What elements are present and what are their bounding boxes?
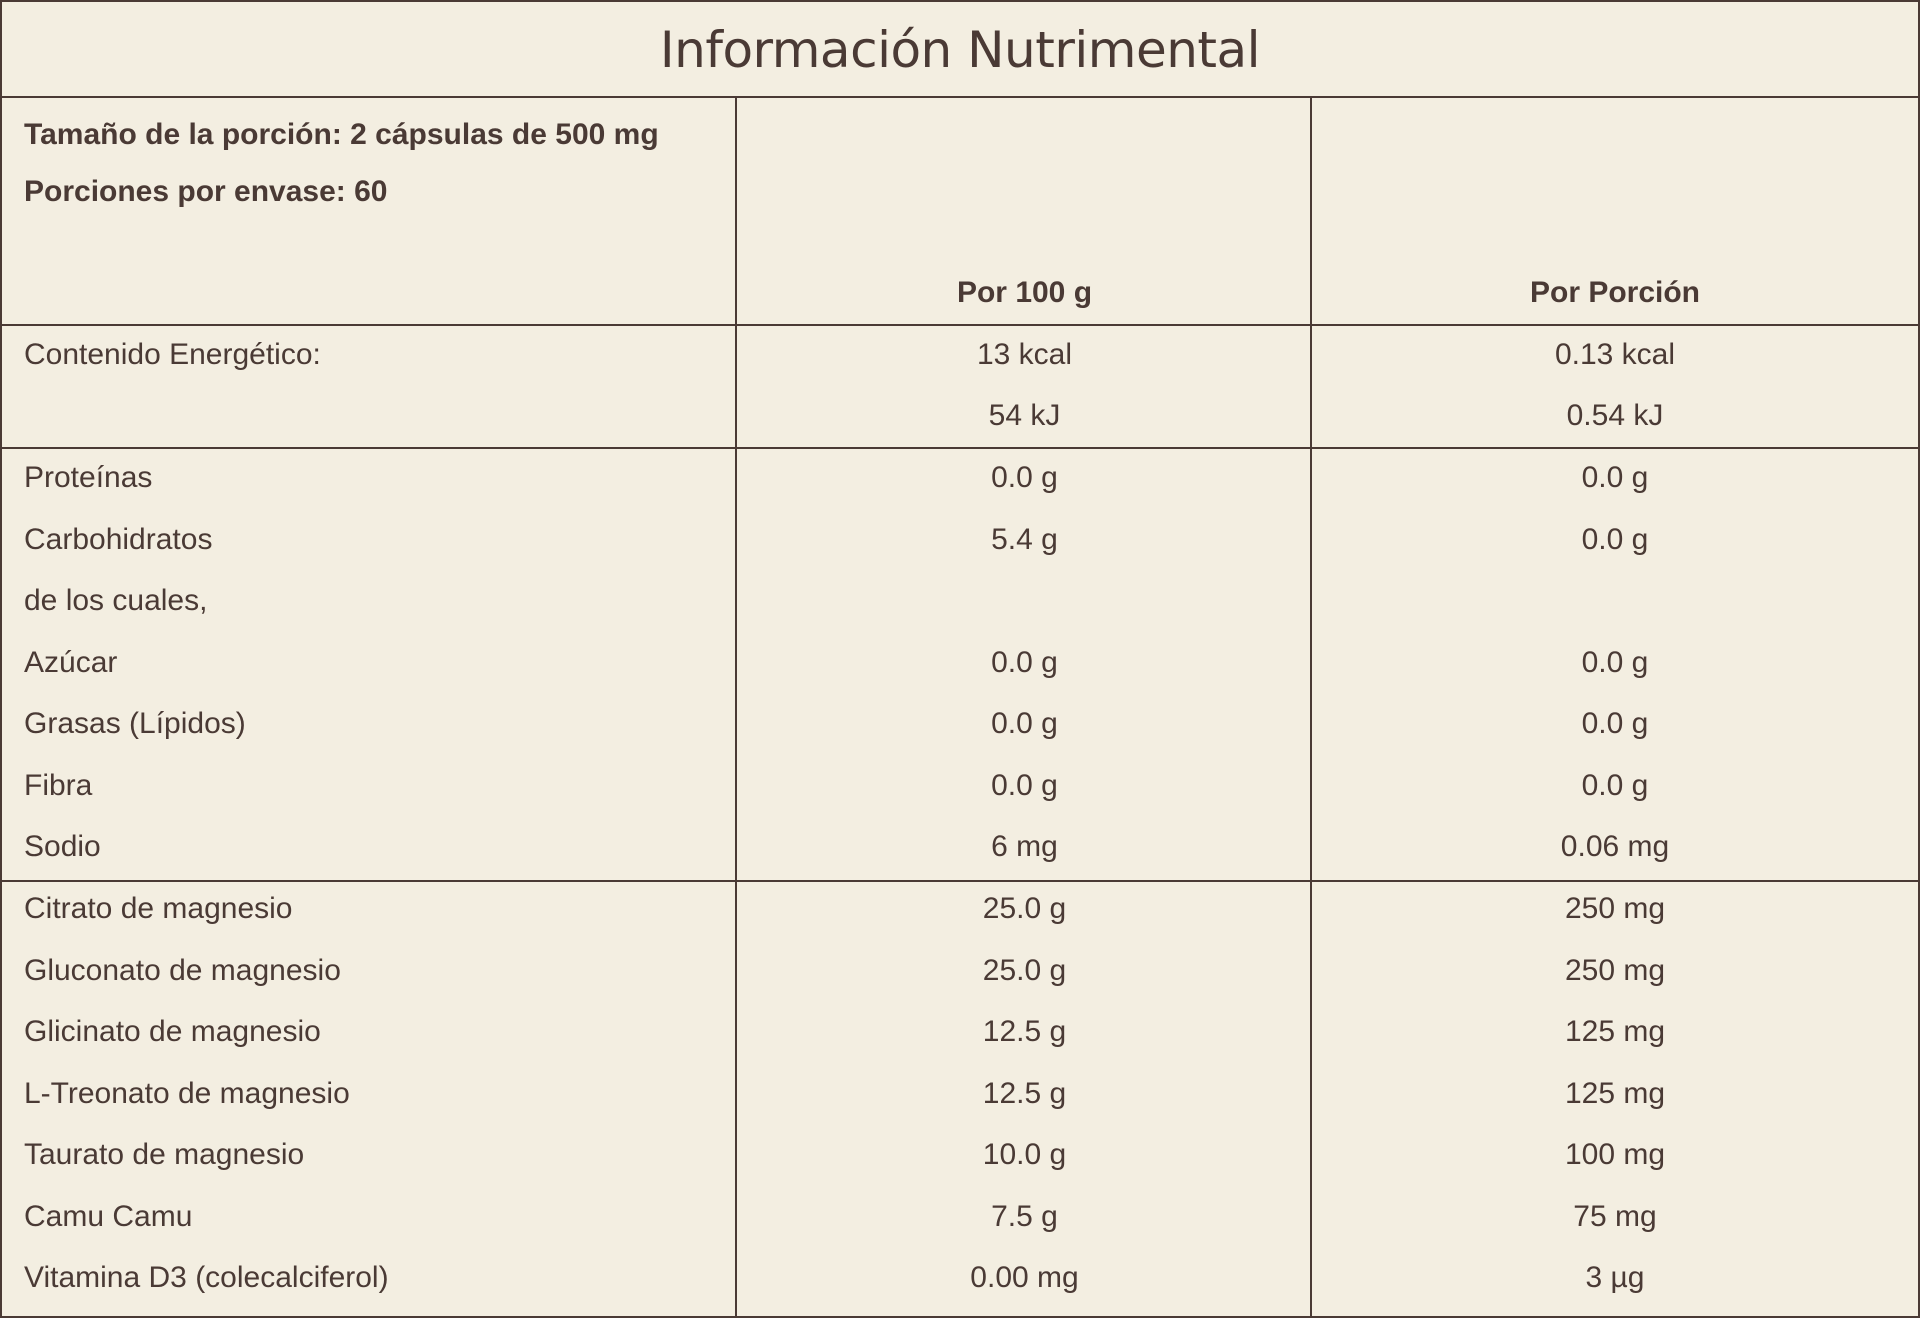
macros-divider — [2, 880, 1918, 882]
macro-row-per-serving: 0.0 g — [1581, 461, 1649, 494]
macro-row-per-100g: 0.0 g — [991, 461, 1058, 494]
title-divider — [2, 96, 1918, 98]
macro-row-label: Sodio — [24, 830, 101, 863]
servings-per-container: Porciones por envase: 60 — [24, 175, 388, 208]
macro-row-label: Carbohidratos — [24, 523, 213, 556]
macro-row-per-serving: 0.0 g — [1581, 523, 1649, 556]
ingredient-row-label: Vitamina D3 (colecalciferol) — [24, 1261, 389, 1294]
ingredient-row-per-serving: 250 mg — [1564, 892, 1666, 925]
column-header-per-serving: Por Porción — [1529, 276, 1701, 309]
macro-row-per-100g: 0.0 g — [991, 646, 1058, 679]
ingredient-row-label: L-Treonato de magnesio — [24, 1077, 350, 1110]
ingredient-row-per-serving: 3 µg — [1585, 1261, 1645, 1294]
ingredient-row-label: Taurato de magnesio — [24, 1138, 305, 1171]
ingredient-row-label: Gluconato de magnesio — [24, 954, 341, 987]
header-divider — [2, 324, 1918, 326]
ingredient-row-per-100g: 25.0 g — [982, 892, 1067, 925]
ingredient-row-per-100g: 12.5 g — [982, 1077, 1067, 1110]
ingredient-row-per-serving: 100 mg — [1564, 1138, 1666, 1171]
ingredient-row-per-serving: 125 mg — [1564, 1077, 1666, 1110]
macro-row-label: Fibra — [24, 769, 93, 802]
ingredient-row-per-serving: 250 mg — [1564, 954, 1666, 987]
energy-kj-per-serving: 0.54 kJ — [1566, 399, 1664, 432]
ingredient-row-per-100g: 25.0 g — [982, 954, 1067, 987]
energy-label: Contenido Energético: — [24, 338, 321, 371]
macro-row-label: Grasas (Lípidos) — [24, 707, 246, 740]
ingredient-row-per-serving: 75 mg — [1573, 1200, 1657, 1233]
ingredient-row-label: Glicinato de magnesio — [24, 1015, 321, 1048]
panel-title: Información Nutrimental — [659, 20, 1261, 79]
macro-row-per-serving: 0.0 g — [1581, 769, 1649, 802]
ingredient-row-label: Citrato de magnesio — [24, 892, 293, 925]
energy-kcal-per-100g: 13 kcal — [976, 338, 1073, 371]
column-header-per-100g: Por 100 g — [956, 276, 1093, 309]
macro-row-per-100g: 0.0 g — [991, 707, 1058, 740]
column-divider-2 — [1310, 97, 1312, 1318]
ingredient-row-label: Camu Camu — [24, 1200, 193, 1233]
macro-row-per-serving: 0.06 mg — [1560, 830, 1670, 863]
macro-row-label: Proteínas — [24, 461, 153, 494]
macro-row-per-100g: 5.4 g — [991, 523, 1058, 556]
serving-size: Tamaño de la porción: 2 cápsulas de 500 … — [24, 118, 659, 151]
ingredient-row-per-100g: 7.5 g — [991, 1200, 1058, 1233]
ingredient-row-per-100g: 12.5 g — [982, 1015, 1067, 1048]
macro-row-per-serving: 0.0 g — [1581, 707, 1649, 740]
column-divider-1 — [735, 97, 737, 1318]
macro-row-label: Azúcar — [24, 646, 118, 679]
energy-kj-per-100g: 54 kJ — [988, 399, 1061, 432]
energy-divider — [2, 447, 1918, 449]
energy-kcal-per-serving: 0.13 kcal — [1554, 338, 1676, 371]
ingredient-row-per-100g: 0.00 mg — [970, 1261, 1079, 1294]
macro-row-per-serving: 0.0 g — [1581, 646, 1649, 679]
ingredient-row-per-100g: 10.0 g — [982, 1138, 1067, 1171]
ingredient-row-per-serving: 125 mg — [1564, 1015, 1666, 1048]
macro-row-per-100g: 0.0 g — [991, 769, 1058, 802]
macro-row-label: de los cuales, — [24, 584, 208, 617]
macro-row-per-100g: 6 mg — [991, 830, 1058, 863]
